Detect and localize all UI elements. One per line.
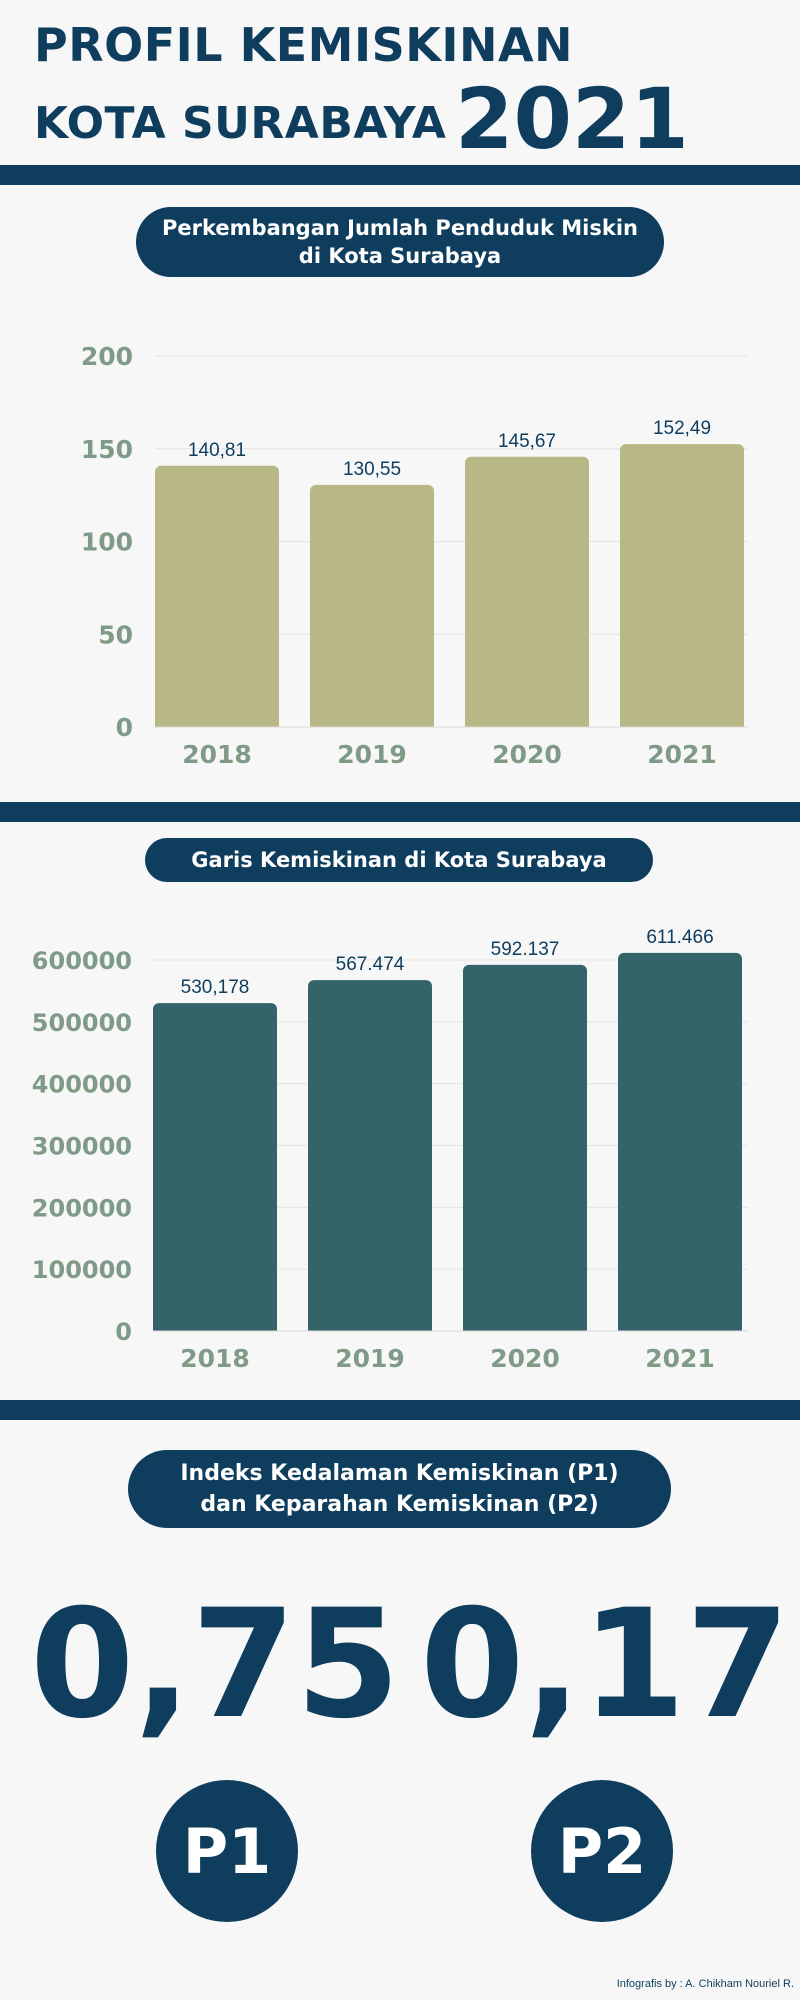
section3-title-line1: Indeks Kedalaman Kemiskinan (P1) bbox=[180, 1461, 619, 1486]
y-tick-label: 50 bbox=[98, 620, 133, 649]
bar-2019 bbox=[310, 484, 434, 727]
bar-base-2021 bbox=[618, 1323, 742, 1331]
bar-2018 bbox=[153, 1003, 277, 1331]
section3-title-line2: dan Keparahan Kemiskinan (P2) bbox=[200, 1492, 599, 1517]
p1-value: 0,75 bbox=[30, 1578, 401, 1752]
page-title-line2: KOTA SURABAYA bbox=[34, 98, 447, 149]
data-label: 592.137 bbox=[491, 939, 560, 960]
p2-badge: P2 bbox=[531, 1780, 673, 1922]
y-tick-label: 150 bbox=[81, 435, 133, 464]
data-label: 140,81 bbox=[188, 440, 246, 461]
data-label: 567.474 bbox=[336, 954, 405, 975]
y-tick-label: 200 bbox=[81, 342, 133, 371]
bar-2021 bbox=[618, 952, 742, 1331]
y-tick-label: 0 bbox=[116, 713, 133, 742]
y-tick-label: 200000 bbox=[32, 1194, 132, 1222]
bar-base-2019 bbox=[308, 1323, 432, 1331]
section-divider-1 bbox=[0, 802, 800, 822]
y-tick-label: 600000 bbox=[32, 947, 132, 975]
data-label: 145,67 bbox=[498, 431, 556, 452]
credit-text: Infografis by : A. Chikham Nouriel R. bbox=[616, 1978, 794, 1990]
y-tick-label: 100 bbox=[81, 528, 133, 557]
bar-base-2020 bbox=[463, 1323, 587, 1331]
x-tick-label: 2020 bbox=[492, 740, 562, 769]
bar-base-2018 bbox=[153, 1323, 277, 1331]
y-tick-label: 500000 bbox=[32, 1009, 132, 1037]
data-label: 611.466 bbox=[646, 927, 713, 948]
x-tick-label: 2020 bbox=[490, 1344, 560, 1373]
bar-2019 bbox=[308, 980, 432, 1331]
bar-2021 bbox=[620, 444, 744, 727]
bar-base-2019 bbox=[310, 719, 434, 727]
x-tick-label: 2021 bbox=[647, 740, 717, 769]
poor-population-bar-chart: 0 50 100 150 200 140,81 2018 130,55 2019 145,67 20… bbox=[81, 342, 748, 769]
p1-badge: P1 bbox=[156, 1780, 298, 1922]
section2-title: Garis Kemiskinan di Kota Surabaya bbox=[191, 848, 607, 872]
data-label: 130,55 bbox=[343, 459, 401, 480]
p2-label: P2 bbox=[557, 1814, 647, 1888]
y-tick-label: 300000 bbox=[32, 1133, 132, 1161]
p2-value: 0,17 bbox=[420, 1578, 791, 1752]
data-label: 152,49 bbox=[653, 418, 711, 439]
y-tick-label: 400000 bbox=[32, 1071, 132, 1099]
section-divider-top bbox=[0, 165, 800, 185]
data-label: 530,178 bbox=[181, 977, 250, 998]
x-tick-label: 2018 bbox=[180, 1344, 250, 1373]
bar-base-2020 bbox=[465, 719, 589, 727]
bar-2020 bbox=[463, 964, 587, 1331]
p1-label: P1 bbox=[182, 1814, 272, 1888]
x-tick-label: 2019 bbox=[335, 1344, 405, 1373]
section1-title-line2: di Kota Surabaya bbox=[298, 244, 502, 268]
section1-title-line1: Perkembangan Jumlah Penduduk Miskin bbox=[162, 216, 638, 240]
section3-title-pill: Indeks Kedalaman Kemiskinan (P1) dan Kep… bbox=[128, 1450, 671, 1528]
y-tick-label: 100000 bbox=[32, 1256, 132, 1284]
y-tick-label: 0 bbox=[115, 1318, 132, 1346]
section-divider-2 bbox=[0, 1400, 800, 1420]
section2-title-pill: Garis Kemiskinan di Kota Surabaya bbox=[145, 838, 653, 882]
x-tick-label: 2021 bbox=[645, 1344, 715, 1373]
x-tick-label: 2018 bbox=[182, 740, 252, 769]
bar-base-2021 bbox=[620, 719, 744, 727]
poverty-line-bar-chart: 0 100000 200000 300000 400000 500000 600000 530… bbox=[32, 927, 748, 1373]
bar-2020 bbox=[465, 456, 589, 727]
bar-base-2018 bbox=[155, 719, 279, 727]
x-tick-label: 2019 bbox=[337, 740, 407, 769]
section1-title-pill: Perkembangan Jumlah Penduduk Miskin di K… bbox=[136, 207, 664, 277]
page-title-year: 2021 bbox=[455, 70, 689, 168]
page-title-line1: PROFIL KEMISKINAN bbox=[34, 18, 574, 72]
bar-2018 bbox=[155, 465, 279, 727]
